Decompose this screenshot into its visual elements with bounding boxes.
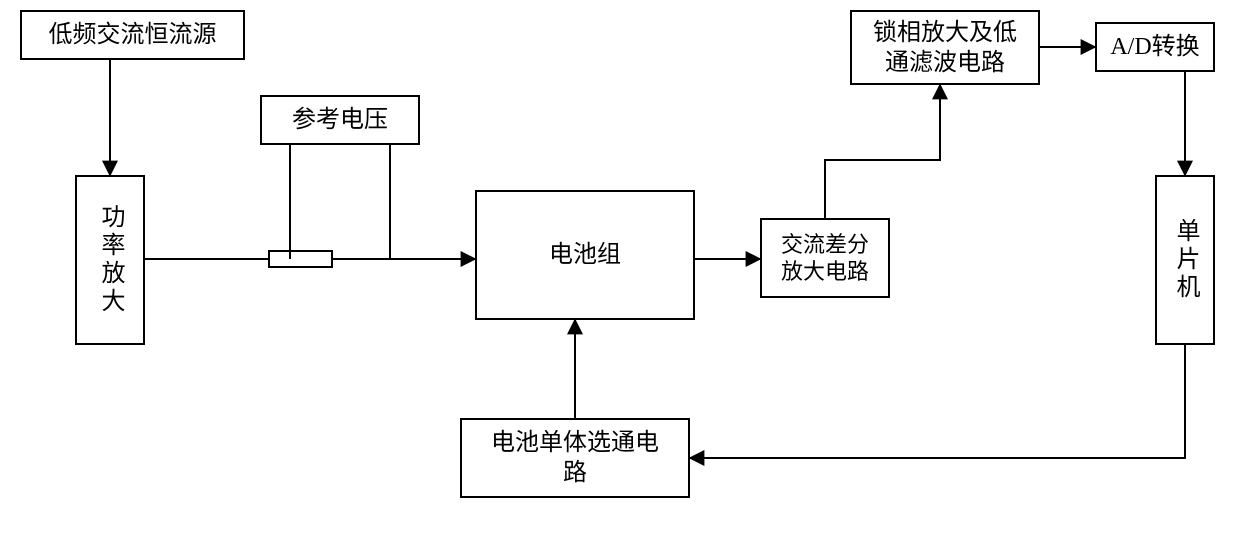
node-lockin-lpf: 锁相放大及低 通滤波电路 bbox=[850, 10, 1040, 85]
node-mcu-label: 单片机 bbox=[1170, 218, 1200, 302]
diagram-canvas: 低频交流恒流源 功率放大 参考电压 电池组 交流差分 放大电路 锁相放大及低 通… bbox=[0, 0, 1240, 535]
node-lfsrc: 低频交流恒流源 bbox=[20, 10, 245, 60]
edge-acdiff-lockin bbox=[825, 85, 940, 218]
resistor-symbol bbox=[268, 250, 333, 268]
node-vref-label: 参考电压 bbox=[292, 105, 388, 135]
node-lfsrc-label: 低频交流恒流源 bbox=[49, 20, 217, 50]
node-battery-pack: 电池组 bbox=[475, 190, 695, 320]
node-mcu: 单片机 bbox=[1155, 175, 1215, 345]
node-cell-select: 电池单体选通电 路 bbox=[460, 418, 690, 498]
node-cell-select-label: 电池单体选通电 路 bbox=[491, 428, 659, 488]
node-lockin-lpf-label: 锁相放大及低 通滤波电路 bbox=[873, 18, 1017, 78]
node-ac-diff-amp: 交流差分 放大电路 bbox=[760, 218, 890, 298]
node-ac-diff-amp-label: 交流差分 放大电路 bbox=[781, 231, 869, 286]
node-adc-label: A/D转换 bbox=[1110, 32, 1199, 62]
node-vref: 参考电压 bbox=[260, 95, 420, 145]
node-power-amp: 功率放大 bbox=[75, 175, 145, 345]
edge-mcu-sel bbox=[690, 345, 1185, 458]
node-battery-pack-label: 电池组 bbox=[549, 240, 621, 270]
node-adc: A/D转换 bbox=[1095, 22, 1215, 72]
node-power-amp-label: 功率放大 bbox=[95, 204, 125, 316]
